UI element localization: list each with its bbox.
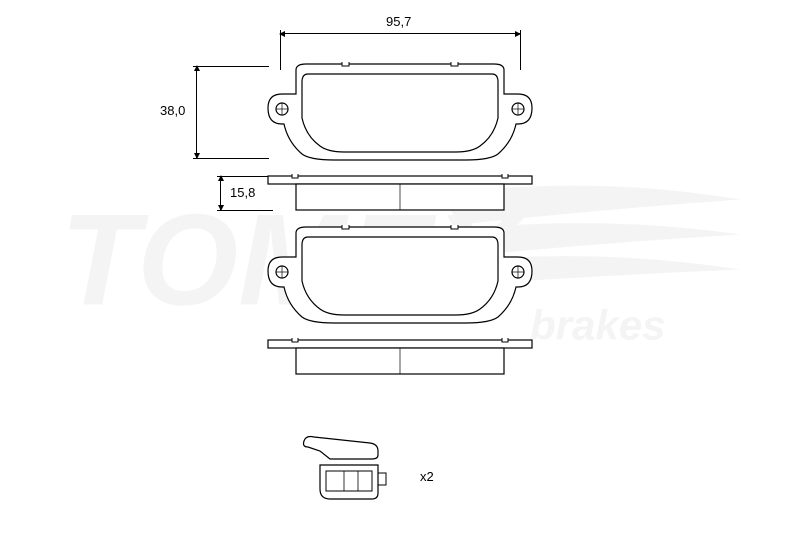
thickness-dimension-label: 15,8 bbox=[230, 185, 255, 200]
brake-pad-side-bottom bbox=[266, 338, 534, 376]
thickness-extension-top bbox=[217, 176, 273, 177]
height-extension-bottom bbox=[193, 158, 269, 159]
width-dimension-line bbox=[280, 33, 520, 34]
brake-pad-face-top bbox=[266, 62, 534, 162]
accessory-clip bbox=[300, 429, 420, 514]
accessory-quantity-label: x2 bbox=[420, 469, 434, 484]
technical-drawing: 95,7 38,0 15,8 bbox=[0, 0, 800, 534]
height-dimension-line bbox=[196, 66, 197, 158]
height-dimension-label: 38,0 bbox=[160, 103, 185, 118]
width-dimension-label: 95,7 bbox=[386, 14, 411, 29]
brake-pad-face-bottom bbox=[266, 225, 534, 325]
thickness-dimension-line bbox=[220, 176, 221, 210]
brake-pad-side-top bbox=[266, 174, 534, 212]
height-extension-top bbox=[193, 66, 269, 67]
thickness-extension-bottom bbox=[217, 210, 273, 211]
